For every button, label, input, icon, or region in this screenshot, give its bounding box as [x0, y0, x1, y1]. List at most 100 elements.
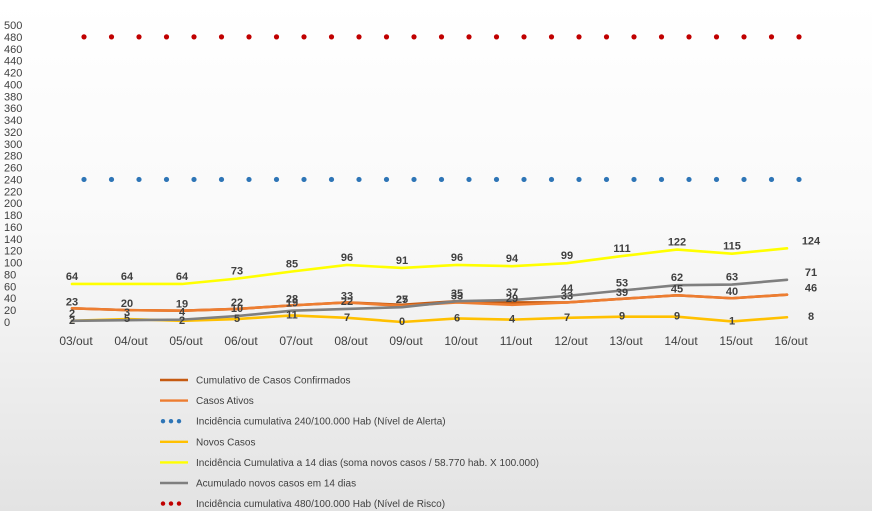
- reference-dot: [768, 176, 775, 183]
- x-tick-label: 07/out: [279, 334, 313, 348]
- y-axis: 0204060801001201401601802002202402602803…: [4, 20, 22, 329]
- reference-dot: [438, 34, 445, 40]
- y-tick-label: 40: [4, 293, 16, 305]
- x-tick-label: 10/out: [444, 334, 478, 348]
- legend-swatch: [160, 501, 166, 506]
- reference-dot: [658, 34, 665, 40]
- legend-swatch: [168, 419, 174, 424]
- series-line: [70, 278, 789, 323]
- y-tick-label: 440: [4, 56, 22, 68]
- data-label: 22: [341, 296, 353, 308]
- y-tick-label: 280: [4, 151, 22, 163]
- x-tick-label: 11/out: [500, 334, 533, 348]
- y-tick-label: 260: [4, 163, 22, 175]
- reference-dot: [301, 34, 307, 40]
- reference-dot: [631, 176, 637, 183]
- data-label: 10: [231, 303, 243, 315]
- y-tick-label: 80: [4, 269, 16, 281]
- reference-dot: [273, 176, 280, 183]
- data-label: 35: [451, 288, 463, 300]
- reference-dot: [108, 34, 115, 40]
- data-label: 4: [509, 314, 516, 326]
- reference-dot: [301, 176, 307, 183]
- data-label: 9: [619, 311, 625, 323]
- reference-dot: [411, 34, 417, 40]
- data-label: 40: [726, 286, 738, 298]
- x-tick-label: 08/out: [334, 334, 368, 348]
- data-label: 2: [69, 308, 75, 320]
- reference-dot: [768, 34, 775, 40]
- legend-swatch: [176, 501, 182, 506]
- reference-dot: [466, 176, 472, 183]
- x-tick-label: 09/out: [389, 334, 423, 348]
- y-tick-label: 60: [4, 281, 16, 293]
- data-label: 22: [231, 297, 243, 309]
- reference-dot: [603, 176, 610, 183]
- reference-dot: [548, 176, 555, 183]
- legend-label: Acumulado novos casos em 14 dias: [196, 479, 356, 490]
- data-label: 63: [726, 272, 738, 284]
- data-label: 64: [121, 271, 134, 283]
- reference-dot: [603, 34, 610, 40]
- x-tick-label: 12/out: [554, 334, 588, 348]
- data-label: 99: [561, 250, 573, 262]
- y-tick-label: 220: [4, 186, 22, 198]
- y-tick-label: 460: [4, 44, 22, 56]
- legend-label: Casos Ativos: [196, 396, 254, 407]
- data-label: 37: [506, 287, 518, 299]
- reference-dot: [576, 34, 582, 40]
- x-tick-label: 04/out: [114, 334, 148, 348]
- data-label: 115: [723, 241, 741, 253]
- series-line: [70, 314, 789, 324]
- reference-dot: [246, 34, 252, 40]
- x-tick-label: 03/out: [59, 334, 93, 348]
- reference-dot: [713, 34, 720, 40]
- data-label: 11: [286, 309, 298, 321]
- data-label: 20: [121, 298, 133, 310]
- reference-dot: [328, 176, 335, 183]
- reference-dot: [383, 34, 390, 40]
- data-label: 7: [564, 312, 570, 324]
- x-tick-label: 06/out: [224, 334, 258, 348]
- data-label: 94: [506, 253, 519, 265]
- data-labels: 23 20 19 22 28 33 27 33 29 33 39 45 40 462 5 2 5 11 7 0 6 4 7 9…: [66, 235, 821, 328]
- reference-dot: [796, 176, 802, 183]
- reference-dot: [246, 176, 252, 183]
- data-label: 71: [805, 267, 817, 279]
- plot-area: [70, 34, 802, 324]
- reference-dot: [741, 176, 747, 183]
- data-label: 5: [234, 313, 240, 325]
- data-label: 64: [66, 271, 79, 283]
- data-label: 73: [231, 266, 243, 278]
- reference-dot: [218, 176, 225, 183]
- y-tick-label: 20: [4, 305, 16, 317]
- y-tick-label: 380: [4, 91, 22, 103]
- reference-dot: [163, 34, 170, 40]
- reference-dot: [356, 34, 362, 40]
- data-label: 46: [805, 283, 817, 295]
- data-label: 53: [616, 278, 628, 290]
- reference-dot: [383, 176, 390, 183]
- reference-dot: [576, 176, 582, 183]
- legend-label: Novos Casos: [196, 437, 255, 448]
- reference-dot: [631, 34, 637, 40]
- data-label: 2: [69, 315, 75, 327]
- reference-dot: [81, 34, 87, 40]
- y-tick-label: 160: [4, 222, 22, 234]
- x-tick-label: 14/out: [664, 334, 698, 348]
- data-label: 19: [286, 298, 298, 310]
- legend-label: Incidência Cumulativa a 14 dias (soma no…: [196, 458, 539, 469]
- reference-dot: [438, 176, 445, 183]
- x-tick-label: 15/out: [719, 334, 753, 348]
- data-label: 33: [341, 290, 353, 302]
- reference-dot: [686, 176, 692, 183]
- y-tick-label: 180: [4, 210, 22, 222]
- data-label: 29: [506, 293, 518, 305]
- y-tick-label: 420: [4, 68, 22, 80]
- reference-dot: [191, 34, 197, 40]
- reference-dot: [521, 34, 527, 40]
- series-line: [70, 247, 789, 286]
- reference-dot: [81, 176, 87, 183]
- data-label: 44: [561, 283, 574, 295]
